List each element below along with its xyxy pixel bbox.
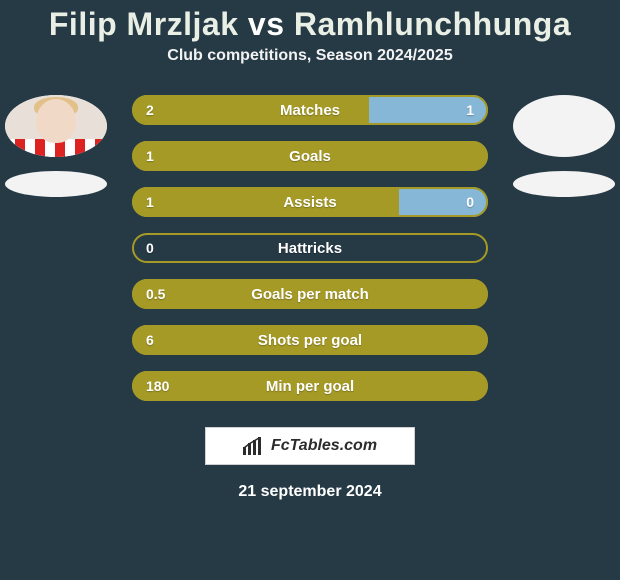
stat-value-left: 2	[146, 95, 154, 125]
stat-value-left: 1	[146, 187, 154, 217]
player1-avatar	[5, 95, 107, 157]
player2-flag	[513, 171, 615, 197]
footer-date: 21 september 2024	[0, 483, 620, 501]
stat-label: Hattricks	[132, 233, 488, 263]
player2-column	[508, 95, 620, 197]
subtitle: Club competitions, Season 2024/2025	[0, 47, 620, 65]
player1-name: Filip Mrzljak	[49, 6, 239, 42]
footer-site-text: FcTables.com	[271, 437, 377, 455]
stat-row: Assists1 0	[132, 187, 488, 217]
stat-row: Min per goal180	[132, 371, 488, 401]
stat-row: Hattricks0	[132, 233, 488, 263]
stat-row: Goals per match0.5	[132, 279, 488, 309]
player2-avatar	[513, 95, 615, 157]
stat-value-left: 0.5	[146, 279, 165, 309]
stat-value-left: 0	[146, 233, 154, 263]
stat-label: Shots per goal	[132, 325, 488, 355]
vs-text: vs	[248, 6, 285, 42]
stat-value-left: 6	[146, 325, 154, 355]
stat-row: Goals1	[132, 141, 488, 171]
player1-column	[0, 95, 112, 197]
stat-bars: Matches21Goals1Assists10Hattricks0Goals …	[132, 95, 488, 401]
comparison-title: Filip Mrzljak vs Ramhlunchhunga	[0, 0, 620, 47]
content-area: Matches21Goals1Assists10Hattricks0Goals …	[0, 95, 620, 401]
stat-row: Shots per goal6	[132, 325, 488, 355]
chart-icon	[243, 437, 265, 455]
player2-name: Ramhlunchhunga	[294, 6, 571, 42]
stat-value-right: 1	[466, 95, 474, 125]
stat-row: Matches2 1	[132, 95, 488, 125]
stat-value-left: 180	[146, 371, 169, 401]
footer-logo[interactable]: FcTables.com	[205, 427, 415, 465]
stat-label: Min per goal	[132, 371, 488, 401]
stat-label: Assists	[132, 187, 488, 217]
stat-label: Matches	[132, 95, 488, 125]
player1-flag	[5, 171, 107, 197]
stat-value-right: 0	[466, 187, 474, 217]
stat-label: Goals per match	[132, 279, 488, 309]
stat-label: Goals	[132, 141, 488, 171]
stat-value-left: 1	[146, 141, 154, 171]
